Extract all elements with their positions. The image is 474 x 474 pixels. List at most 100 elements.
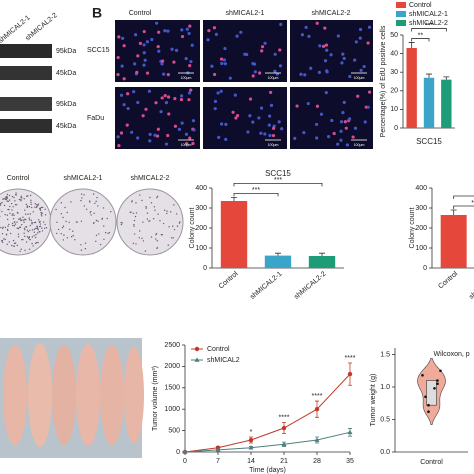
colony xyxy=(13,214,15,217)
mouse xyxy=(28,343,52,447)
cell-nucleus xyxy=(366,41,370,45)
colony xyxy=(18,226,21,228)
cell-nucleus xyxy=(187,91,192,95)
y-tick-label: 10 xyxy=(390,106,398,113)
colony xyxy=(24,213,27,215)
colony xyxy=(27,230,30,233)
cell-nucleus xyxy=(235,114,240,118)
cell-nucleus xyxy=(300,33,305,37)
colony xyxy=(22,238,24,241)
cell-nucleus xyxy=(188,136,192,140)
cell-nucleus xyxy=(330,118,334,123)
legend-label: shMICAL2-1 xyxy=(409,11,448,18)
lane-label: shMICAL2-2 xyxy=(24,12,58,42)
cell-nucleus xyxy=(280,127,284,131)
colony xyxy=(70,201,72,203)
cell-nucleus xyxy=(177,127,182,131)
colony xyxy=(41,230,44,232)
cell-nucleus xyxy=(188,24,192,28)
colony xyxy=(144,250,147,252)
cell-nucleus xyxy=(314,122,319,127)
series-line xyxy=(184,431,351,453)
point xyxy=(424,395,427,399)
colony xyxy=(4,238,6,241)
colony xyxy=(22,216,24,218)
error-bar xyxy=(275,252,281,256)
colony xyxy=(80,249,83,251)
cell-nucleus xyxy=(143,58,147,62)
colony xyxy=(12,217,15,220)
colony xyxy=(141,237,143,240)
cell-nucleus xyxy=(136,54,140,58)
colony xyxy=(84,242,87,244)
cell-nucleus xyxy=(116,135,120,139)
colony xyxy=(166,212,168,215)
colony xyxy=(16,211,19,214)
colony xyxy=(97,220,99,222)
colony xyxy=(43,227,46,230)
y-tick-label: 1.5 xyxy=(380,351,390,358)
point xyxy=(248,437,254,443)
colony xyxy=(9,212,11,214)
x-tick-label: 28 xyxy=(313,458,321,465)
colony xyxy=(75,221,78,223)
colony xyxy=(3,238,5,240)
cell-nucleus xyxy=(130,130,134,134)
y-tick-label: 2000 xyxy=(164,363,180,370)
x-tick-label: 21 xyxy=(280,458,288,465)
colony xyxy=(7,200,9,203)
colony xyxy=(95,200,97,203)
colony xyxy=(39,223,42,225)
colony xyxy=(152,218,155,220)
colony xyxy=(7,208,9,211)
point xyxy=(281,425,287,431)
colony xyxy=(60,233,62,235)
y-tick-label: 0 xyxy=(176,449,180,456)
cell-nucleus xyxy=(260,45,265,49)
x-tick-label: shMICAL2-1 xyxy=(249,271,283,301)
colony xyxy=(4,226,7,229)
colony xyxy=(56,221,58,223)
x-tick-label: Control xyxy=(218,270,240,290)
colony xyxy=(139,230,141,232)
cell-nucleus xyxy=(157,30,161,34)
cell-nucleus xyxy=(246,130,250,134)
legend-swatch xyxy=(396,11,406,17)
colony xyxy=(20,200,22,202)
y-axis-label: Percentage(%) of EdU positive cells xyxy=(380,25,387,137)
cell-nucleus xyxy=(156,127,160,131)
colony xyxy=(27,237,30,240)
colony xyxy=(36,232,39,234)
cell-nucleus xyxy=(150,37,154,42)
cell-nucleus xyxy=(251,120,255,124)
cell-nucleus xyxy=(166,95,171,99)
colony xyxy=(33,228,36,231)
micrograph xyxy=(203,87,287,149)
colony xyxy=(12,239,15,242)
colony xyxy=(172,225,174,227)
colony xyxy=(80,199,82,202)
colony xyxy=(172,237,175,239)
cell-nucleus xyxy=(116,72,120,77)
colony xyxy=(145,207,147,209)
colony xyxy=(20,198,22,201)
cell-nucleus xyxy=(173,124,177,128)
error-bar xyxy=(231,197,237,201)
y-tick-label: 400 xyxy=(415,185,427,192)
cell-nucleus xyxy=(332,131,336,136)
colony xyxy=(36,225,38,227)
colony xyxy=(85,208,88,210)
cell-nucleus xyxy=(138,41,143,46)
cell-nucleus xyxy=(279,22,283,27)
cell-nucleus xyxy=(336,34,340,38)
cell-nucleus xyxy=(210,64,214,68)
colony xyxy=(129,211,131,214)
y-tick-label: 100 xyxy=(195,245,207,252)
cell-nucleus xyxy=(207,29,211,33)
cell-nucleus xyxy=(148,132,152,136)
colony xyxy=(131,201,133,203)
colony xyxy=(23,227,26,229)
colony xyxy=(66,211,68,214)
cell-nucleus xyxy=(189,88,193,92)
